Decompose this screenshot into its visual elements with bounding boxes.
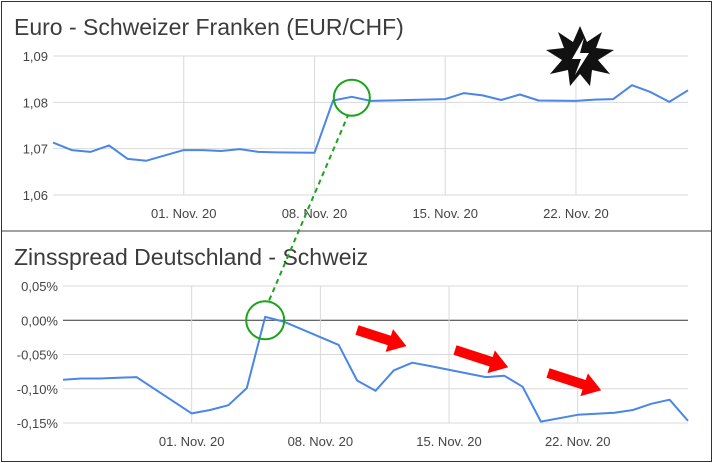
lightning-burst-icon [546,26,614,86]
x-tick-label: 08. Nov. 20 [282,206,348,221]
zinsspread-panel: Zinsspread Deutschland - Schweiz 0,05%0,… [14,244,689,449]
red-arrow-1 [355,325,407,352]
x-tick-label: 01. Nov. 20 [151,206,217,221]
x-tick-label: 22. Nov. 20 [545,434,611,449]
y-tick-label: 1,09 [23,49,48,64]
red-arrow-3 [546,368,602,397]
annotations [245,26,614,397]
zinsspread-x-ticks: 01. Nov. 20 08. Nov. 20 15. Nov. 20 22. Nov… [159,434,611,449]
x-tick-label: 22. Nov. 20 [543,206,609,221]
x-tick-label: 08. Nov. 20 [288,434,354,449]
x-tick-label: 15. Nov. 20 [412,206,478,221]
x-tick-label: 01. Nov. 20 [159,434,225,449]
zinsspread-series [62,315,689,423]
highlight-circle-eurchf [332,78,371,117]
zinsspread-chart-title: Zinsspread Deutschland - Schweiz [14,244,368,270]
eurchf-chart-title: Euro - Schweizer Franken (EUR/CHF) [14,14,404,40]
y-tick-label: -0,15% [17,416,59,431]
series-line [62,315,689,423]
y-tick-label: 1,08 [23,95,48,110]
y-tick-label: 0,05% [21,279,58,294]
eurchf-gridlines [53,55,688,196]
highlight-circle-spread [245,300,286,341]
dashed-connector-line [268,115,349,301]
y-tick-label: -0,05% [17,348,59,363]
y-tick-label: -0,10% [17,382,59,397]
eurchf-x-ticks: 01. Nov. 20 08. Nov. 20 15. Nov. 20 22. Nov… [151,206,609,221]
y-tick-label: 1,06 [23,188,48,203]
x-tick-label: 15. Nov. 20 [416,434,482,449]
zinsspread-y-ticks: 0,05% 0,00% -0,05% -0,10% -0,15% [17,279,59,431]
y-tick-label: 0,00% [21,313,58,328]
red-arrow-2 [453,345,509,374]
eurchf-y-ticks: 1,09 1,08 1,07 1,06 [23,49,48,203]
y-tick-label: 1,07 [23,142,48,157]
